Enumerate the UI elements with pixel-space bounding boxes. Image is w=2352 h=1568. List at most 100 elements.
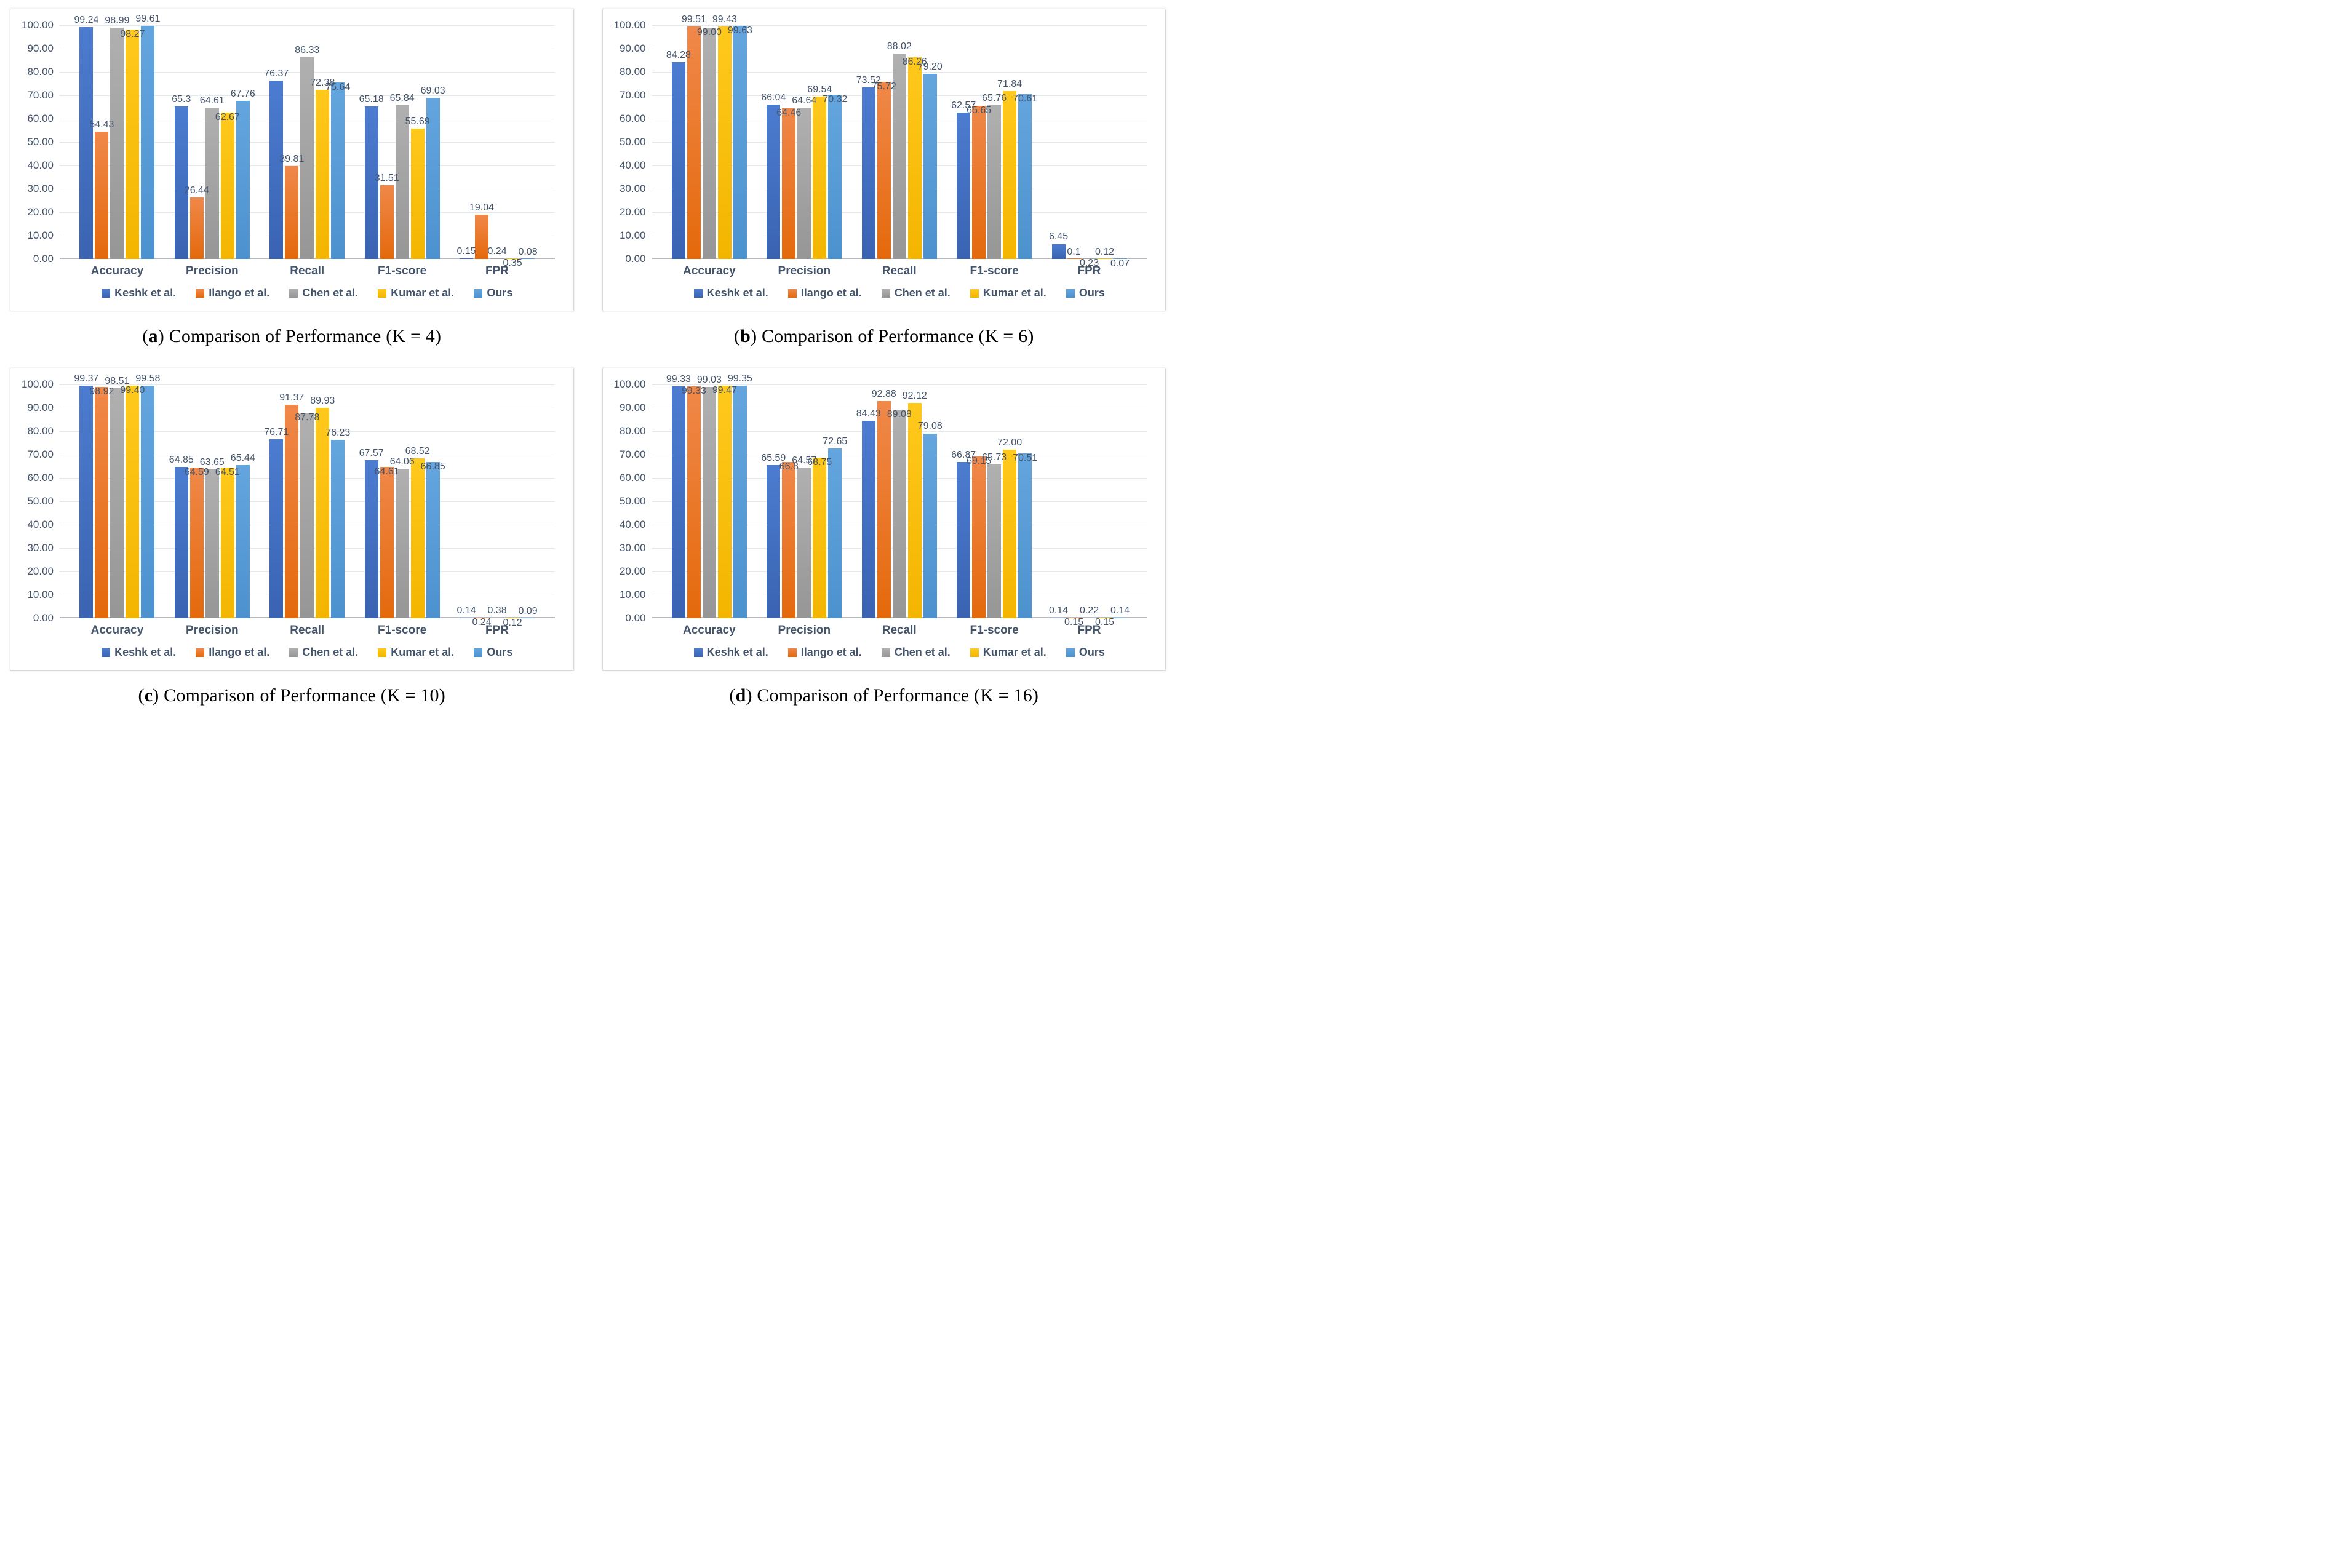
bar: [957, 113, 971, 259]
bar-groups: 99.33 99.33 99.03 99.47 99.35 65.59 66.8 64.57 6…: [652, 373, 1147, 627]
bar: [126, 29, 140, 259]
caption-marker: c: [144, 685, 153, 706]
data-label: 0.15: [1064, 617, 1084, 628]
data-label: 0.1: [1067, 246, 1081, 257]
legend-label: Ours: [487, 646, 513, 658]
data-label: 55.69: [405, 116, 430, 127]
legend-swatch-icon: [289, 648, 298, 657]
plot-column: 99.37 98.92 98.51 99.40 99.58 64.85 64.59 63.65…: [60, 373, 555, 664]
bar: [782, 462, 796, 618]
y-axis: 100.00 90.00 80.00 70.00 60.00 50.00 40.00 30.0…: [612, 19, 652, 265]
category-label: Recall: [290, 624, 325, 637]
y-axis-tick-label: 0.00: [625, 612, 646, 624]
bar: [1018, 453, 1032, 618]
bar-group-precision: 66.04 64.46 64.64 69.54 70.32: [761, 25, 847, 259]
legend-swatch-icon: [970, 648, 979, 657]
bar: [1003, 91, 1017, 259]
bar: [380, 467, 394, 618]
y-axis-tick-label: 10.00: [619, 229, 646, 241]
bar: [220, 467, 234, 618]
legend-swatch-icon: [1066, 648, 1075, 657]
data-label: 0.38: [487, 605, 507, 616]
bar: [717, 26, 732, 259]
bar: [490, 258, 504, 259]
bar: [892, 53, 906, 259]
data-label: 0.35: [503, 257, 522, 268]
legend-item: Keshk et al.: [693, 646, 768, 659]
bar: [671, 386, 685, 618]
data-label: 0.12: [503, 617, 522, 628]
y-axis-tick-label: 40.00: [619, 159, 646, 171]
legend-label: Kumar et al.: [391, 287, 455, 299]
y-axis-tick-label: 70.00: [27, 448, 54, 460]
category-label: FPR: [1077, 265, 1101, 277]
data-label: 84.28: [666, 49, 691, 60]
legend-item: Ours: [474, 646, 512, 659]
y-axis-tick-label: 40.00: [619, 519, 646, 530]
data-label: 66.04: [761, 92, 786, 103]
bar: [285, 404, 299, 618]
bar: [395, 105, 409, 259]
bar: [717, 386, 732, 618]
data-label: 76.37: [264, 68, 289, 79]
caption-text: Comparison of Performance (K = 4): [169, 326, 442, 346]
bar: [316, 89, 330, 259]
bar: [174, 466, 188, 618]
bar-group-precision: 65.3 26.44 64.61 62.67 67.76: [172, 25, 255, 259]
y-axis-tick-label: 40.00: [27, 159, 54, 171]
y-axis-tick-label: 60.00: [27, 113, 54, 124]
data-label: 64.64: [792, 95, 817, 106]
bar-group-recall: 73.52 75.72 88.02 86.26 79.20: [856, 25, 943, 259]
data-label: 0.08: [518, 246, 538, 257]
legend-item: Ours: [474, 287, 512, 300]
legend-swatch-icon: [102, 648, 111, 657]
chart-body: 100.00 90.00 80.00 70.00 60.00 50.00 40.00 30.0…: [612, 373, 1147, 664]
legend-item: Ilango et al.: [787, 287, 862, 300]
y-axis-tick-label: 0.00: [33, 612, 54, 624]
bar: [364, 460, 378, 618]
bar-group-f1-score: 65.18 31.51 65.84 55.69 69.03: [359, 25, 445, 259]
data-label: 76.71: [264, 426, 289, 437]
bar: [174, 106, 188, 259]
data-label: 65.84: [389, 92, 415, 103]
data-label: 70.61: [1013, 93, 1038, 104]
legend-swatch-icon: [378, 289, 387, 298]
bar: [95, 387, 109, 618]
bar: [923, 74, 937, 259]
caption-paren: ): [153, 685, 164, 706]
legend-item: Chen et al.: [881, 646, 951, 659]
y-axis-tick-label: 90.00: [619, 42, 646, 54]
bar: [877, 401, 891, 618]
legend-swatch-icon: [787, 289, 797, 298]
data-label: 0.14: [456, 605, 476, 616]
legend-label: Keshk et al.: [706, 646, 768, 658]
plot-area: 84.28 99.51 99.00 99.43 99.63 66.04 64.46 64.64…: [652, 14, 1147, 269]
data-label: 54.43: [89, 119, 114, 130]
data-label: 64.06: [389, 456, 415, 467]
data-label: 75.64: [325, 81, 351, 92]
data-label: 65.76: [982, 93, 1007, 104]
bar-group-accuracy: 99.37 98.92 98.51 99.40 99.58: [74, 373, 160, 618]
caption-b: (b) Comparison of Performance (K = 6): [602, 326, 1166, 347]
y-axis-tick-label: 90.00: [619, 402, 646, 413]
data-label: 99.00: [696, 26, 722, 38]
y-axis-tick-label: 90.00: [27, 402, 54, 413]
data-label: 65.18: [359, 94, 384, 105]
chart-cell-c: 100.00 90.00 80.00 70.00 60.00 50.00 40.00 30.0…: [10, 368, 574, 725]
gridline: [652, 25, 1147, 26]
data-label: 69.15: [967, 456, 992, 467]
legend-item: Chen et al.: [289, 287, 358, 300]
chart-panel-d: 100.00 90.00 80.00 70.00 60.00 50.00 40.00 30.0…: [602, 368, 1166, 671]
bar-group-accuracy: 84.28 99.51 99.00 99.43 99.63: [666, 14, 752, 259]
data-label: 66.85: [420, 461, 445, 472]
plot-area: 99.37 98.92 98.51 99.40 99.58 64.85 64.59 63.65…: [60, 373, 555, 628]
data-label: 75.72: [871, 81, 896, 92]
legend-swatch-icon: [378, 648, 387, 657]
bar: [972, 105, 986, 259]
bar-group-f1-score: 62.57 65.65 65.76 71.84 70.61: [951, 25, 1037, 259]
bar: [923, 433, 937, 618]
legend-item: Kumar et al.: [378, 287, 454, 300]
y-axis-tick-label: 20.00: [619, 565, 646, 577]
data-label: 67.76: [230, 88, 255, 99]
legend-item: Ours: [1066, 287, 1105, 300]
